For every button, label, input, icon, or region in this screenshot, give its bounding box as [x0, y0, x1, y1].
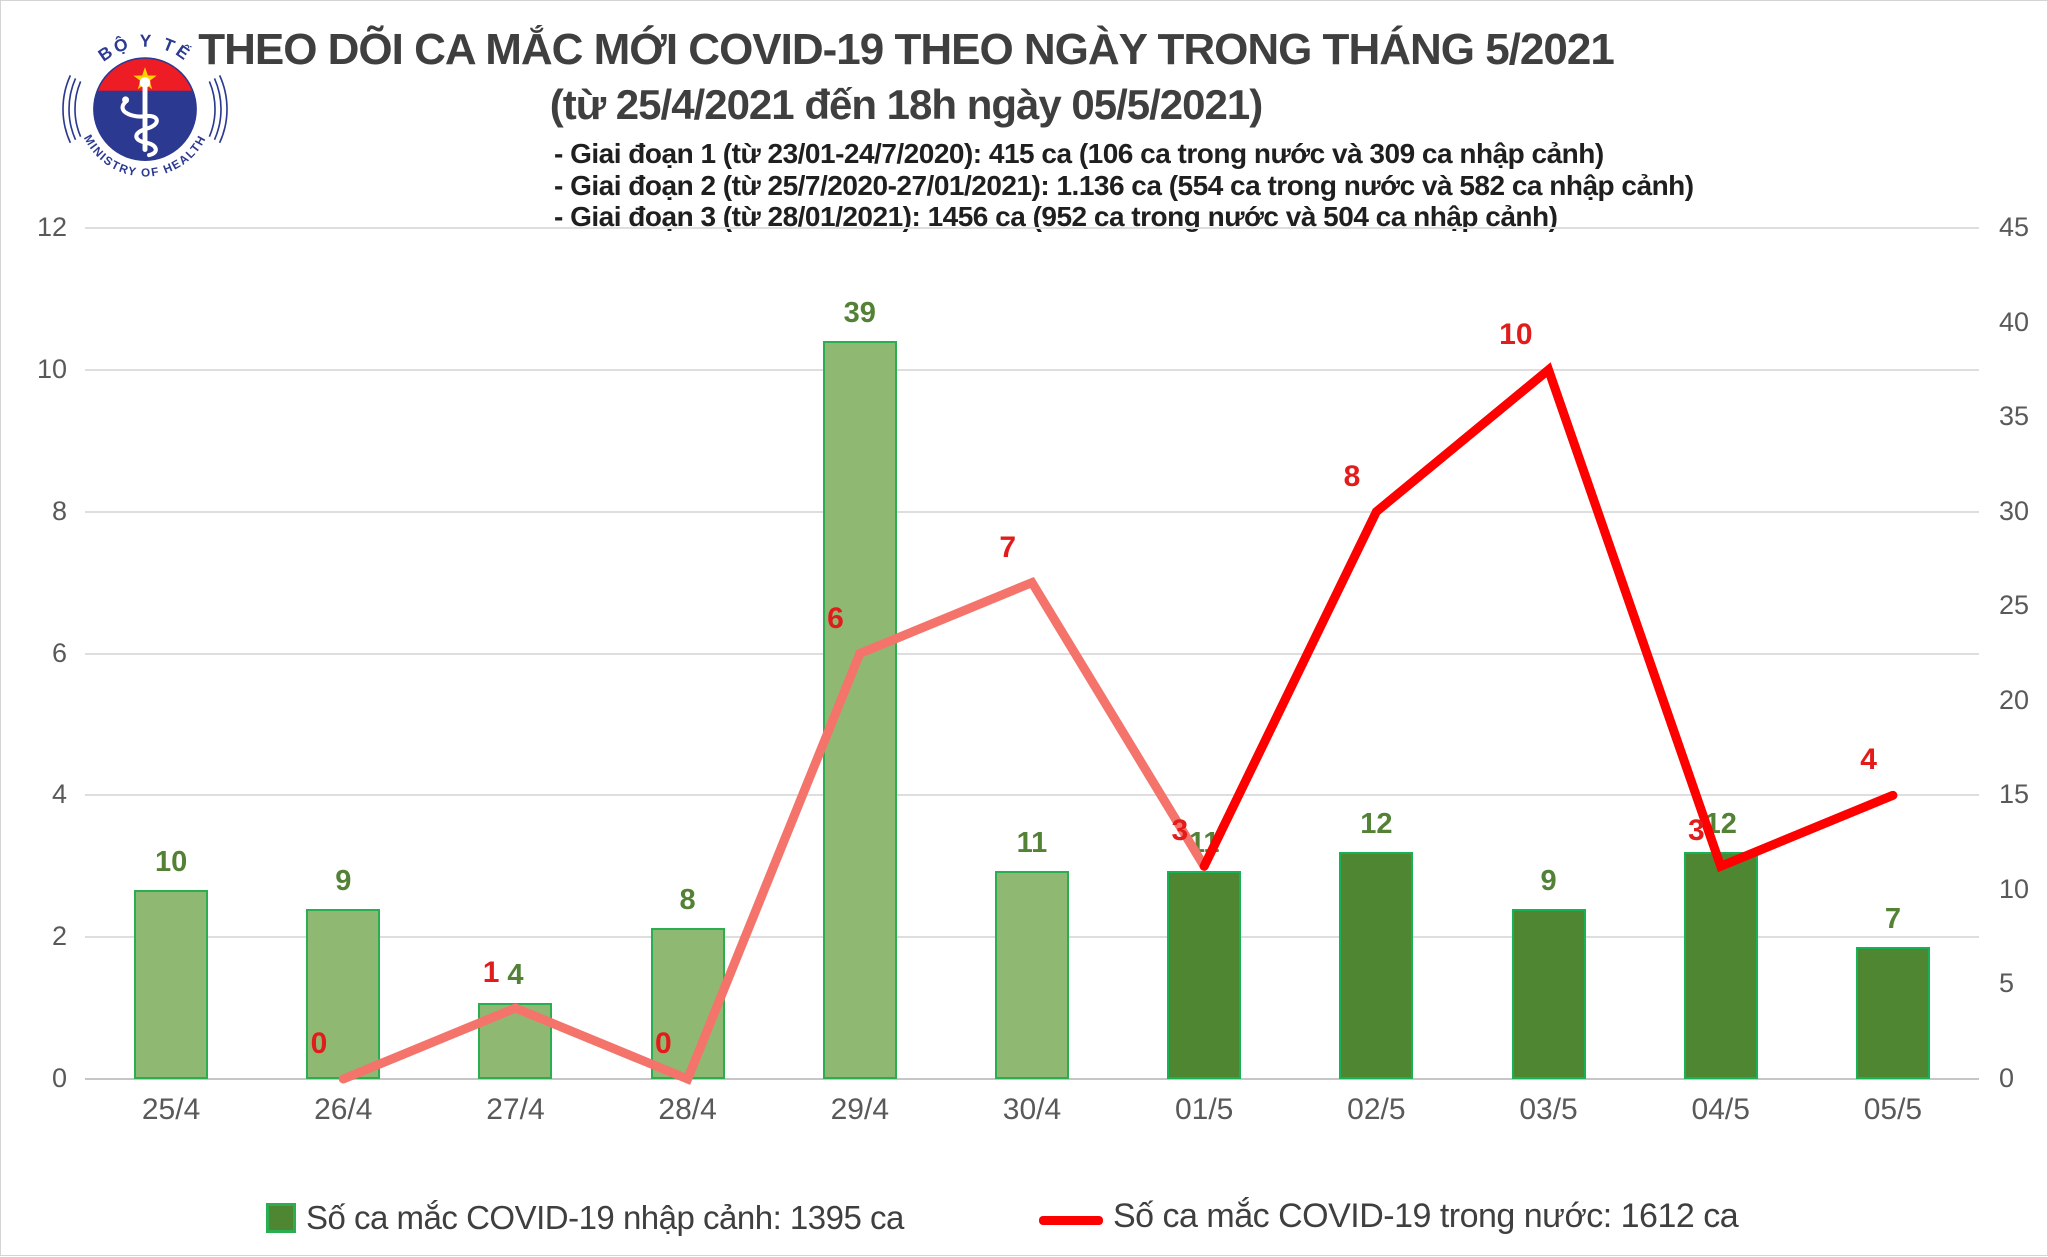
- bar-value-label: 11: [1016, 826, 1048, 859]
- left-axis-tick-label: 4: [51, 779, 67, 810]
- grid-line: [85, 1078, 1979, 1080]
- bar: [306, 908, 381, 1079]
- x-axis-tick-label: 01/5: [1174, 1093, 1234, 1126]
- line-value-label: 10: [1499, 317, 1533, 351]
- chart-title-line2: (từ 25/4/2021 đến 18h ngày 05/5/2021): [549, 81, 1263, 128]
- bar-value-label: 12: [1360, 808, 1393, 841]
- bar: [134, 889, 209, 1079]
- bar-value-label: 7: [1884, 902, 1901, 935]
- left-axis-tick-label: 12: [36, 212, 67, 242]
- legend-line-label: Số ca mắc COVID-19 trong nước: 1612 ca: [1113, 1197, 1739, 1235]
- bar-value-label: 9: [1540, 864, 1557, 897]
- chart-title-line1: THEO DÕI CA MẮC MỚI COVID-19 THEO NGÀY T…: [198, 25, 1615, 74]
- right-axis-tick-label: 5: [1999, 968, 2015, 999]
- grid-line: [85, 368, 1979, 371]
- right-axis-tick-label: 35: [1999, 401, 2030, 432]
- logo-side-arcs: [62, 75, 228, 144]
- right-axis-tick-label: 10: [1999, 873, 2030, 904]
- x-axis-tick-label: 03/5: [1519, 1093, 1578, 1126]
- x-axis-tick-label: 05/5: [1863, 1093, 1923, 1126]
- bar: [1511, 908, 1586, 1079]
- legend-line-swatch: [1039, 1216, 1103, 1225]
- right-axis-tick-label: 45: [1999, 212, 2030, 242]
- right-axis-tick-label: 40: [1999, 306, 2030, 337]
- right-axis-tick-label: 30: [1999, 495, 2030, 526]
- legend: Số ca mắc COVID-19 nhập cảnh: 1395 ca Số…: [1, 1193, 2048, 1243]
- bar-value-label: 39: [843, 297, 876, 330]
- x-axis-tick-label: 27/4: [486, 1093, 545, 1126]
- bar: [1339, 852, 1414, 1079]
- line-value-label: 3: [1688, 814, 1705, 848]
- line-value-label: 4: [1860, 743, 1877, 777]
- ministry-of-health-logo: BỘ Y TẾ MINISTRY OF HEALTH: [62, 31, 228, 180]
- right-axis-tick-label: 20: [1999, 684, 2030, 715]
- grid-line: [85, 227, 1979, 229]
- bar: [1167, 870, 1242, 1079]
- x-axis-tick-label: 04/5: [1691, 1093, 1750, 1126]
- grid-line: [85, 510, 1979, 513]
- phase-annotations: - Giai đoạn 1 (từ 23/01-24/7/2020): 415 …: [554, 138, 1694, 233]
- right-axis-tick-label: 25: [1999, 590, 2030, 621]
- annotation-phase-2: - Giai đoạn 2 (từ 25/7/2020-27/01/2021):…: [554, 169, 1694, 201]
- bar-value-label: 8: [679, 883, 696, 916]
- left-axis-tick-label: 10: [36, 353, 67, 384]
- left-axis-tick-label: 8: [51, 495, 67, 526]
- line-value-label: 8: [1343, 459, 1361, 493]
- x-axis-tick-label: 26/4: [314, 1093, 373, 1126]
- x-axis-tick-label: 02/5: [1347, 1093, 1406, 1126]
- right-axis-tick-label: 0: [1999, 1063, 2015, 1093]
- line-value-label: 1: [482, 956, 500, 990]
- left-axis-tick-label: 6: [51, 637, 67, 668]
- logo-caduceus-icon: [120, 77, 159, 158]
- bar: [995, 870, 1069, 1079]
- legend-bar-swatch: [266, 1203, 296, 1233]
- bar-value-label: 9: [335, 864, 352, 897]
- x-axis-tick-label: 29/4: [830, 1093, 889, 1126]
- line-value-label: 0: [310, 1027, 328, 1060]
- left-axis-tick-label: 2: [51, 921, 67, 952]
- line-value-label: 6: [827, 601, 844, 635]
- bar-value-label: 4: [507, 959, 524, 992]
- legend-bar-label: Số ca mắc COVID-19 nhập cảnh: 1395 ca: [306, 1199, 904, 1236]
- line-value-label: 3: [1171, 814, 1189, 848]
- x-axis-tick-label: 30/4: [1002, 1093, 1062, 1126]
- x-axis-tick-label: 25/4: [141, 1093, 201, 1126]
- line-segment: [1199, 362, 1898, 873]
- annotation-phase-3: - Giai đoạn 3 (từ 28/01/2021): 1456 ca (…: [554, 201, 1558, 232]
- grid-line: [85, 652, 1979, 655]
- x-axis-tick-label: 28/4: [658, 1093, 717, 1126]
- annotation-phase-1: - Giai đoạn 1 (từ 23/01-24/7/2020): 415 …: [554, 138, 1604, 169]
- line-value-label: 0: [654, 1027, 672, 1060]
- line-value-label: 7: [999, 530, 1016, 564]
- grid-line: [85, 794, 1979, 797]
- bar: [650, 927, 725, 1079]
- bar: [1683, 852, 1758, 1079]
- left-axis-tick-label: 0: [51, 1063, 67, 1093]
- right-axis-tick-label: 15: [1999, 779, 2030, 810]
- bar: [1855, 946, 1930, 1079]
- line-segment: [338, 576, 1209, 1085]
- bar-value-label: 10: [154, 845, 188, 878]
